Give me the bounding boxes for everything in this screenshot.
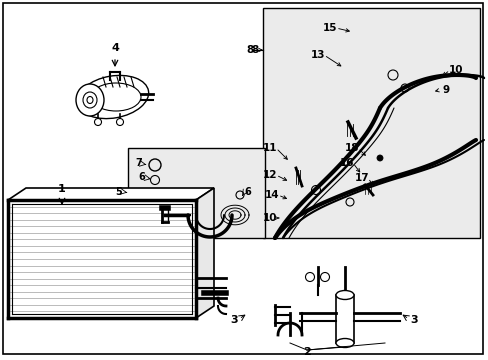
Text: 3: 3 (230, 315, 238, 325)
Text: 7: 7 (135, 158, 142, 168)
Text: 17: 17 (354, 173, 368, 183)
Polygon shape (196, 188, 214, 318)
Text: 11: 11 (262, 143, 277, 153)
Circle shape (116, 118, 123, 126)
Text: 3: 3 (409, 315, 417, 325)
Text: 4: 4 (111, 43, 119, 53)
Text: 9: 9 (442, 85, 448, 95)
Ellipse shape (76, 84, 104, 116)
Text: 18: 18 (344, 143, 359, 153)
Text: 16: 16 (339, 158, 353, 168)
Circle shape (94, 118, 102, 126)
Text: 2: 2 (303, 347, 310, 357)
Text: 15: 15 (322, 23, 337, 33)
Text: 14: 14 (264, 190, 279, 200)
Ellipse shape (335, 291, 353, 300)
Bar (8, 200, 196, 318)
Ellipse shape (77, 75, 148, 118)
Polygon shape (8, 188, 214, 200)
Text: 10: 10 (448, 65, 462, 75)
Text: 8: 8 (246, 45, 253, 55)
Text: 6: 6 (244, 187, 250, 197)
Text: 1: 1 (58, 184, 66, 194)
Ellipse shape (335, 338, 353, 347)
Circle shape (376, 155, 382, 161)
Bar (263, 8, 479, 238)
Ellipse shape (87, 96, 93, 104)
Text: 5: 5 (115, 187, 122, 197)
Text: 12: 12 (262, 170, 277, 180)
Text: 10: 10 (262, 213, 277, 223)
Text: 6: 6 (138, 172, 145, 182)
Text: 8: 8 (251, 45, 258, 55)
Bar (335, 295, 353, 343)
Bar (128, 148, 264, 238)
Text: 13: 13 (310, 50, 325, 60)
